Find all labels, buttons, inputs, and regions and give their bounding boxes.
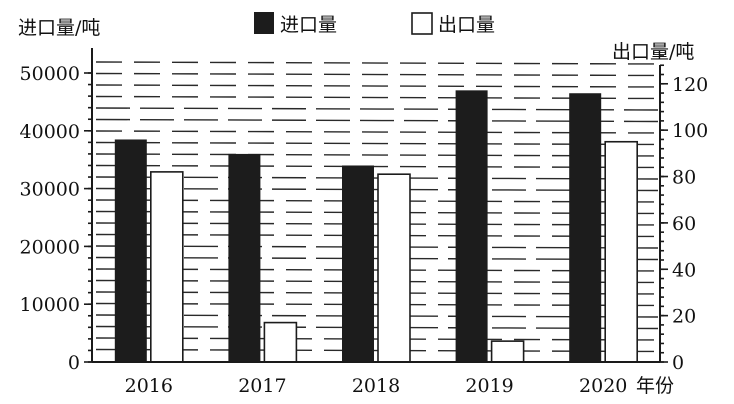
grid-line xyxy=(95,95,659,100)
legend: 进口量 出口量 xyxy=(254,12,495,36)
right-tick-label: 60 xyxy=(672,213,696,235)
grid-line xyxy=(95,84,659,88)
grid-line xyxy=(95,72,659,77)
category-label-2017: 2017 xyxy=(238,375,286,397)
legend-label-import: 进口量 xyxy=(280,14,337,36)
right-tick-label: 20 xyxy=(672,306,696,328)
bar-export-2016 xyxy=(150,171,184,363)
left-tick-label: 10000 xyxy=(20,294,80,316)
category-label-2019: 2019 xyxy=(465,375,513,397)
right-tick-label: 120 xyxy=(672,74,708,96)
legend-swatch-export xyxy=(411,12,433,35)
right-axis-title: 出口量/吨 xyxy=(612,41,694,63)
right-tick-label: 80 xyxy=(672,167,696,189)
legend-swatch-import xyxy=(254,12,274,34)
x-axis-suffix: 年份 xyxy=(636,375,674,397)
grid-line xyxy=(95,291,659,295)
category-label-2016: 2016 xyxy=(125,375,173,397)
grid-line xyxy=(95,337,659,341)
grid-lines xyxy=(95,61,659,353)
legend-label-export: 出口量 xyxy=(438,14,495,36)
grid-line xyxy=(95,233,659,238)
grid-line xyxy=(95,164,659,169)
grid-line xyxy=(95,176,659,180)
left-tick-label: 30000 xyxy=(20,179,80,201)
left-tick-label: 40000 xyxy=(20,121,80,143)
right-tick-label: 0 xyxy=(672,352,684,374)
bar-import-2018 xyxy=(342,165,374,362)
bar-import-2016 xyxy=(114,139,147,362)
bars xyxy=(114,90,639,363)
grid-line xyxy=(95,61,659,65)
bar-export-2018 xyxy=(377,173,411,363)
grid-line xyxy=(95,279,659,284)
category-label-2020: 2020 xyxy=(579,375,627,397)
left-tick-label: 0 xyxy=(68,352,80,374)
right-tick-label: 40 xyxy=(672,259,696,281)
grid-line xyxy=(95,199,659,203)
bar-import-2017 xyxy=(228,153,261,362)
grid-line xyxy=(95,210,659,215)
grid-line xyxy=(95,302,659,307)
grid-line xyxy=(95,314,659,318)
bar-import-2020 xyxy=(569,93,602,362)
grid-line xyxy=(95,268,659,272)
grid-line xyxy=(95,118,659,123)
grid-line xyxy=(95,348,659,353)
grid-line xyxy=(95,245,659,249)
left-tick-label: 20000 xyxy=(20,236,80,258)
left-axis-title: 进口量/吨 xyxy=(18,17,100,39)
grid-line xyxy=(95,141,659,146)
grid-line xyxy=(95,256,659,261)
axis-ticks: 0 10000 20000 30000 40000 50000 0 20 40 60 80 100 12… xyxy=(20,55,708,374)
category-label-2018: 2018 xyxy=(352,375,400,397)
grid-line xyxy=(95,187,659,192)
right-tick-label: 100 xyxy=(672,120,708,142)
grid-line xyxy=(95,325,659,330)
grid-line xyxy=(95,107,659,111)
grid-line xyxy=(95,130,659,134)
grid-line xyxy=(95,222,659,226)
left-tick-label: 50000 xyxy=(20,63,80,85)
category-labels: 2016 2017 2018 2019 2020 xyxy=(125,375,628,397)
bar-import-2019 xyxy=(455,90,488,362)
bar-export-2020 xyxy=(604,140,639,363)
grid-line xyxy=(95,153,659,157)
bar-export-2019 xyxy=(490,340,525,363)
bar-export-2017 xyxy=(263,321,298,363)
